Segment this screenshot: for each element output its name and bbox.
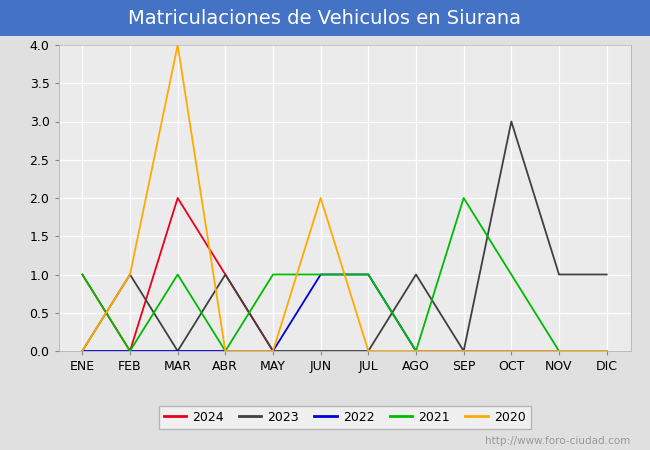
Text: http://www.foro-ciudad.com: http://www.foro-ciudad.com [486,436,630,446]
Legend: 2024, 2023, 2022, 2021, 2020: 2024, 2023, 2022, 2021, 2020 [159,406,530,429]
Text: Matriculaciones de Vehiculos en Siurana: Matriculaciones de Vehiculos en Siurana [129,9,521,27]
